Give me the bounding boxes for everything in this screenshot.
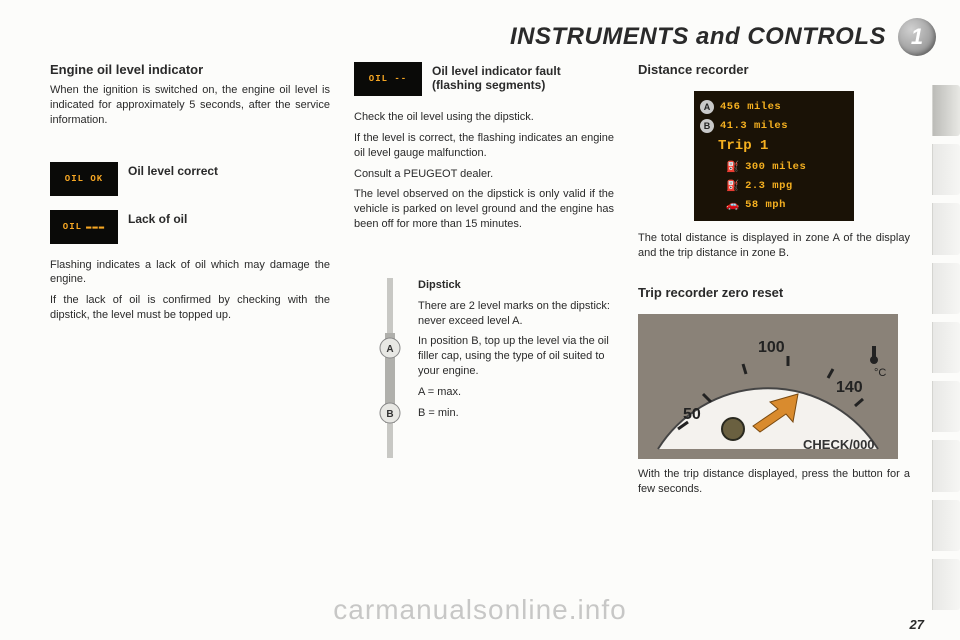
- tick-140: 140: [836, 379, 863, 396]
- engine-oil-heading: Engine oil level indicator: [50, 62, 330, 77]
- oil-fault-heading: Oil level indicator fault (flashing segm…: [432, 62, 614, 93]
- column-middle: OIL -- Oil level indicator fault (flashi…: [354, 62, 614, 620]
- check-label: CHECK/000: [803, 437, 875, 452]
- fault-malfunction-text: If the level is correct, the flashing in…: [354, 131, 614, 161]
- svg-text:A: A: [386, 344, 393, 355]
- side-tab: [932, 144, 960, 195]
- page-number: 27: [910, 617, 924, 632]
- oil-level-correct-row: OIL OK Oil level correct: [50, 162, 330, 196]
- tick-100: 100: [758, 339, 785, 356]
- engine-oil-intro: When the ignition is switched on, the en…: [50, 83, 330, 128]
- distance-b-value: 41.3 miles: [720, 120, 788, 132]
- trip-reset-gauge-image: 50 100 140 °C CHECK/000: [638, 314, 898, 459]
- dipstick-p1: There are 2 level marks on the dipstick:…: [418, 299, 614, 329]
- trip-reset-heading: Trip recorder zero reset: [638, 285, 910, 300]
- fault-valid-text: The level observed on the dipstick is on…: [354, 187, 614, 232]
- side-tab: [932, 203, 960, 254]
- trip-mpg: 2.3 mpg: [745, 180, 793, 192]
- page-header: INSTRUMENTS and CONTROLS 1: [0, 18, 960, 56]
- distance-row-b: B 41.3 miles: [700, 119, 848, 133]
- column-left: Engine oil level indicator When the igni…: [50, 62, 330, 620]
- oil-fault-row: OIL -- Oil level indicator fault (flashi…: [354, 62, 614, 96]
- oil-ok-display: OIL OK: [50, 162, 118, 196]
- side-tab: [932, 263, 960, 314]
- trip-line-1: ⛽ 300 miles: [726, 160, 848, 174]
- pump-icon: ⛽: [726, 179, 739, 193]
- trip-line-2: ⛽ 2.3 mpg: [726, 179, 848, 193]
- side-tab: [932, 559, 960, 610]
- oil-flashing-text: Flashing indicates a lack of oil which m…: [50, 258, 330, 288]
- dipstick-a: A = max.: [418, 385, 614, 400]
- oil-lack-display-text: OIL: [63, 222, 82, 232]
- trip-reset-text: With the trip distance displayed, press …: [638, 467, 910, 497]
- distance-recorder-heading: Distance recorder: [638, 62, 910, 77]
- column-right: Distance recorder A 456 miles B 41.3 mil…: [638, 62, 910, 620]
- fault-check-text: Check the oil level using the dipstick.: [354, 110, 614, 125]
- trip-label: Trip 1: [718, 138, 848, 154]
- distance-display: A 456 miles B 41.3 miles Trip 1 ⛽ 300 mil…: [694, 91, 854, 221]
- side-tab: [932, 381, 960, 432]
- distance-a-value: 456 miles: [720, 101, 781, 113]
- chapter-badge: 1: [898, 18, 936, 56]
- dipstick-p2: In position B, top up the level via the …: [418, 334, 614, 379]
- oil-fault-display: OIL --: [354, 62, 422, 96]
- side-tab: [932, 500, 960, 551]
- oil-topup-text: If the lack of oil is confirmed by check…: [50, 293, 330, 323]
- header-title: INSTRUMENTS and CONTROLS: [510, 23, 886, 51]
- badge-b: B: [700, 119, 714, 133]
- side-tab: [932, 440, 960, 491]
- oil-segments-icon: ▬▬▬: [86, 222, 105, 232]
- dipstick-block: A B Dipstick There are 2 level marks on …: [354, 278, 614, 458]
- car-icon: 🚗: [726, 198, 739, 212]
- side-tabs: [932, 85, 960, 610]
- trip-miles: 300 miles: [745, 161, 806, 173]
- svg-text:B: B: [386, 409, 393, 420]
- road-icon: ⛽: [726, 160, 739, 174]
- dipstick-b: B = min.: [418, 406, 614, 421]
- fault-dealer-text: Consult a PEUGEOT dealer.: [354, 167, 614, 182]
- badge-a: A: [700, 100, 714, 114]
- trip-line-3: 🚗 58 mph: [726, 198, 848, 212]
- dipstick-icon: A B: [374, 278, 406, 458]
- reset-button-icon: [722, 418, 744, 440]
- side-tab: [932, 322, 960, 373]
- dipstick-heading: Dipstick: [418, 278, 614, 293]
- tick-50: 50: [683, 406, 701, 423]
- unit-c: °C: [874, 367, 886, 379]
- side-tab: [932, 85, 960, 136]
- content: Engine oil level indicator When the igni…: [50, 62, 910, 620]
- dipstick-text: Dipstick There are 2 level marks on the …: [418, 278, 614, 458]
- trip-mph: 58 mph: [745, 199, 786, 211]
- oil-lack-display: OIL ▬▬▬: [50, 210, 118, 244]
- oil-ok-label: Oil level correct: [128, 162, 218, 178]
- distance-row-a: A 456 miles: [700, 100, 848, 114]
- oil-lack-row: OIL ▬▬▬ Lack of oil: [50, 210, 330, 244]
- distance-text: The total distance is displayed in zone …: [638, 231, 910, 261]
- oil-lack-label: Lack of oil: [128, 210, 187, 226]
